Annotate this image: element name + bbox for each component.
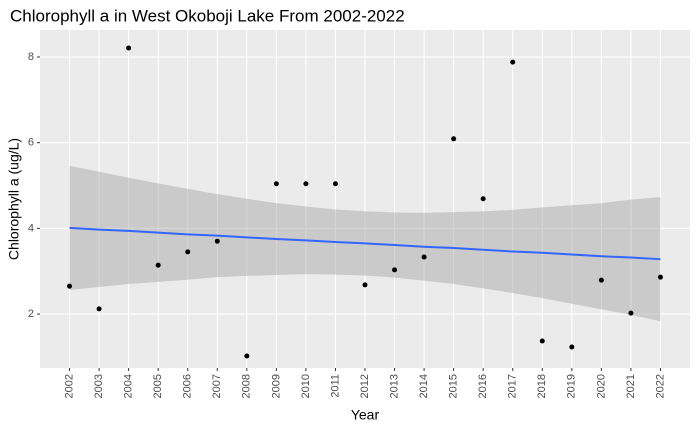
x-tick-label: 2018 (536, 374, 548, 398)
point (539, 338, 545, 344)
x-tick-label: 2009 (270, 374, 282, 398)
x-tick-label: 2005 (152, 374, 164, 398)
point (185, 249, 191, 255)
point (421, 254, 427, 260)
x-tick-label: 2017 (507, 374, 519, 398)
y-axis-label: Chlorophyll a (ug/L) (6, 138, 22, 260)
trend-line (69, 226, 661, 261)
point (96, 306, 102, 312)
x-tick-label: 2010 (300, 374, 312, 398)
x-tick-label: 2014 (418, 374, 430, 398)
point (244, 353, 250, 359)
point (657, 274, 663, 280)
point (332, 181, 338, 187)
x-tick-label: 2004 (123, 374, 135, 398)
x-axis-label: Year (351, 407, 380, 423)
x-tick-label: 2006 (182, 374, 194, 398)
y-tick-label: 8 (28, 51, 34, 63)
x-tick-label: 2022 (654, 374, 666, 398)
y-tick-label: 4 (28, 222, 34, 234)
x-tick-label: 2021 (625, 374, 637, 398)
point (155, 262, 161, 268)
point (67, 283, 73, 289)
x-tick-label: 2015 (448, 374, 460, 398)
x-tick-label: 2012 (359, 374, 371, 398)
x-tick-label: 2020 (595, 374, 607, 398)
x-tick-label: 2003 (93, 374, 105, 398)
x-tick-label: 2016 (477, 374, 489, 398)
x-tick-label: 2013 (388, 374, 400, 398)
x-tick-label: 2019 (566, 374, 578, 398)
point (214, 238, 220, 244)
x-tick-label: 2007 (211, 374, 223, 398)
point (273, 181, 279, 187)
point (303, 181, 309, 187)
x-tick-label: 2011 (329, 374, 341, 398)
x-tick-label: 2008 (241, 374, 253, 398)
point (510, 59, 516, 65)
point (451, 136, 457, 142)
y-tick-label: 2 (28, 308, 34, 320)
y-tick-label: 6 (28, 137, 34, 149)
point (628, 310, 634, 316)
point (598, 277, 604, 283)
x-tick-label: 2002 (63, 374, 75, 398)
point (392, 267, 398, 273)
chart-title: Chlorophyll a in West Okoboji Lake From … (10, 6, 405, 25)
point (126, 45, 132, 51)
point (569, 344, 575, 350)
point (480, 196, 486, 202)
point (362, 282, 368, 288)
